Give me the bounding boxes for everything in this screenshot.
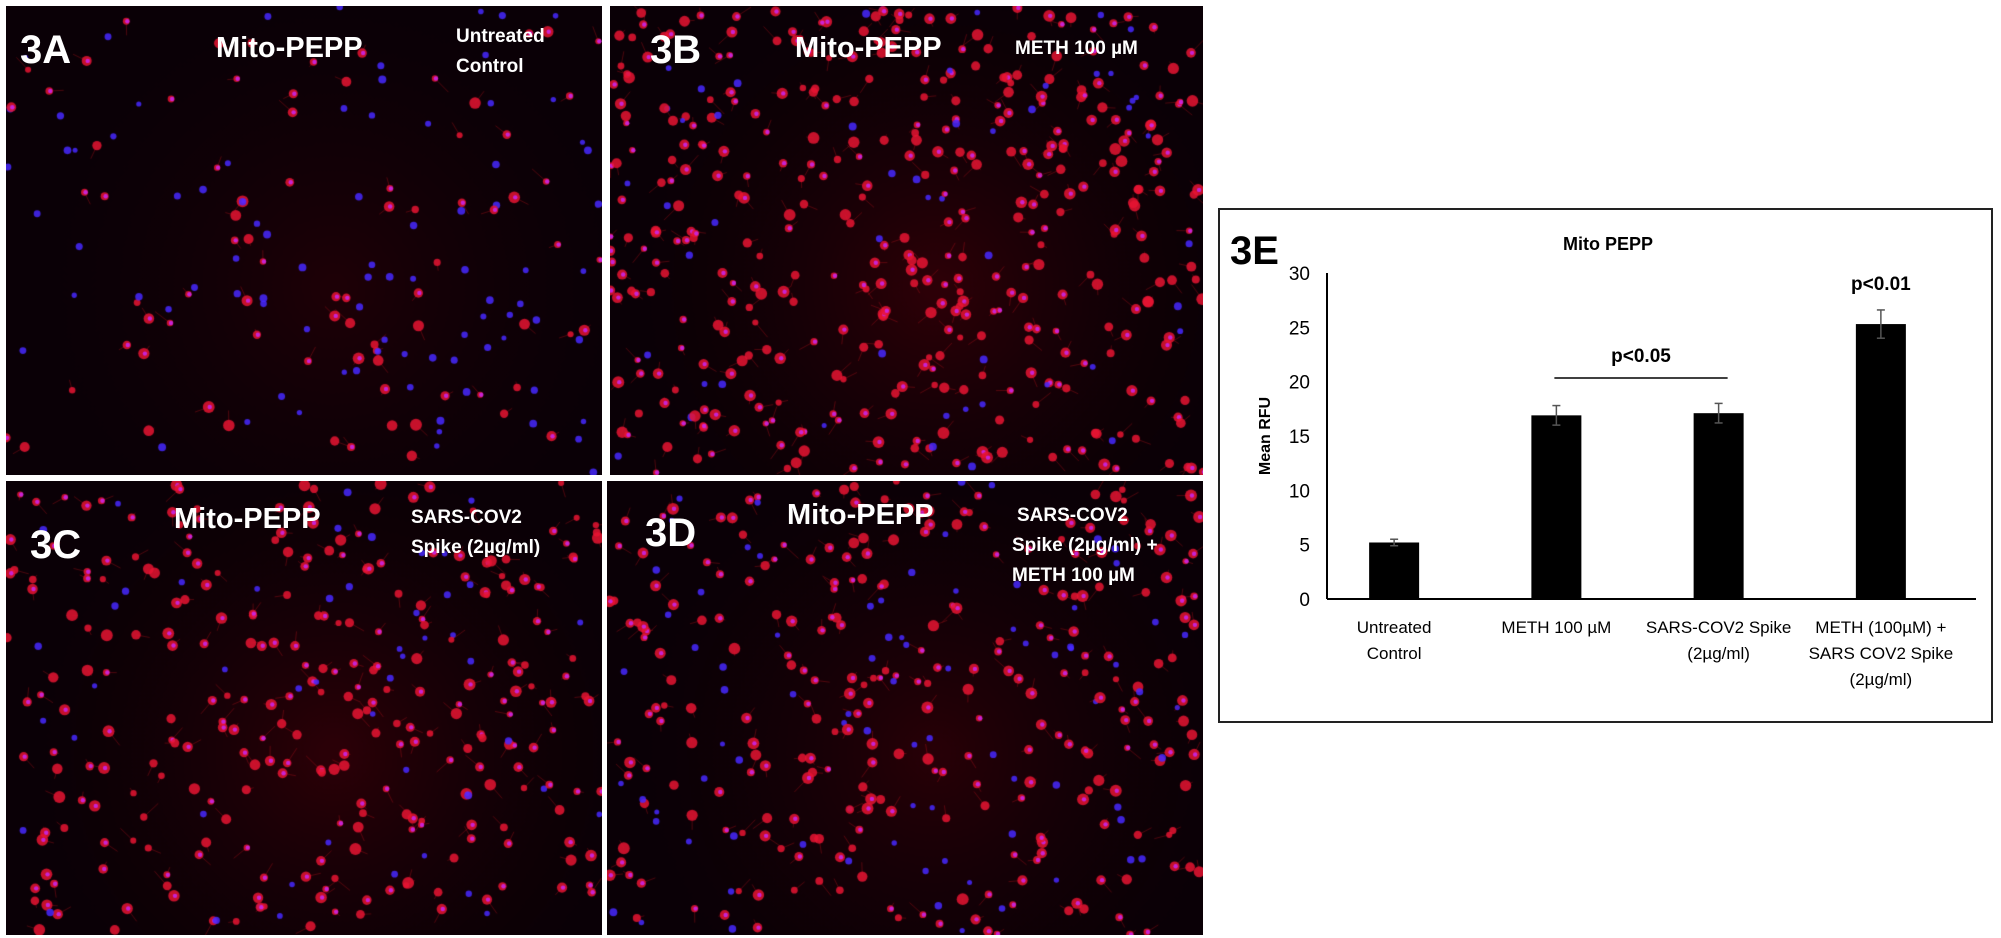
chart-title: Mito PEPP xyxy=(1563,234,1653,254)
x-tick-label: Untreated xyxy=(1357,618,1432,637)
condition-line: SARS-COV2 xyxy=(1017,505,1128,526)
y-tick-label: 20 xyxy=(1289,373,1310,394)
significance-label: p<0.05 xyxy=(1611,346,1671,367)
condition-line: METH 100 µM xyxy=(1015,38,1138,59)
micrograph-3b: 3B Mito-PEPP METH 100 µM xyxy=(610,6,1203,475)
x-tick-label: METH (100µM) + xyxy=(1815,618,1946,637)
condition-label: METH 100 µM xyxy=(1015,34,1138,64)
micrograph-image xyxy=(6,6,602,475)
micrograph-image xyxy=(610,6,1203,475)
condition-label: Untreated Control xyxy=(456,22,545,82)
bar-chart: 3E Mito PEPP Mean RFU 0 5 10 15 20 25 30 Untrea… xyxy=(1230,229,1976,689)
micrograph-image xyxy=(607,481,1203,935)
stain-label: Mito-PEPP xyxy=(174,503,321,535)
bar xyxy=(1369,542,1420,599)
x-tick-label: METH 100 µM xyxy=(1501,618,1611,637)
y-tick-label: 5 xyxy=(1299,536,1310,557)
stain-label: Mito-PEPP xyxy=(795,32,942,64)
x-tick-label: SARS-COV2 Spike xyxy=(1646,618,1792,637)
condition-line: Spike (2µg/ml) xyxy=(411,537,541,558)
x-tick-label: Control xyxy=(1367,644,1422,663)
x-tick-label: (2µg/ml) xyxy=(1687,644,1750,663)
condition-line: Untreated xyxy=(456,26,545,47)
y-tick-label: 15 xyxy=(1289,427,1310,448)
panel-label: 3B xyxy=(650,28,702,72)
stain-label: Mito-PEPP xyxy=(787,499,934,531)
condition-line: METH 100 µM xyxy=(1012,565,1135,586)
micrograph-3a: 3A Mito-PEPP Untreated Control xyxy=(6,6,602,475)
significance-label: p<0.01 xyxy=(1851,274,1911,295)
x-tick-label: (2µg/ml) xyxy=(1850,670,1913,689)
condition-line: Spike (2µg/ml) + xyxy=(1012,535,1158,556)
y-tick-label: 0 xyxy=(1299,590,1310,611)
micrograph-3d: 3D Mito-PEPP SARS-COV2 Spike (2µg/ml) + … xyxy=(607,481,1203,935)
bar xyxy=(1531,415,1582,599)
stain-label: Mito-PEPP xyxy=(216,32,363,64)
condition-label: SARS-COV2 Spike (2µg/ml) + METH 100 µM xyxy=(1012,501,1158,591)
condition-line: SARS-COV2 xyxy=(411,507,522,528)
bar xyxy=(1693,413,1744,599)
panel-label: 3D xyxy=(645,511,697,555)
micrograph-image xyxy=(6,481,602,935)
condition-line: Control xyxy=(456,56,524,77)
bar xyxy=(1855,324,1906,599)
y-tick-label: 25 xyxy=(1289,318,1310,339)
y-tick-label: 10 xyxy=(1289,481,1310,502)
panel-label: 3A xyxy=(20,28,72,72)
panel-label: 3C xyxy=(30,523,82,567)
bar-chart-panel: 3E Mito PEPP Mean RFU 0 5 10 15 20 25 30 Untrea… xyxy=(1218,208,1993,723)
condition-label: SARS-COV2 Spike (2µg/ml) xyxy=(411,503,540,563)
y-axis-label: Mean RFU xyxy=(1257,397,1274,475)
panel-label: 3E xyxy=(1230,229,1279,273)
micrograph-3c: 3C Mito-PEPP SARS-COV2 Spike (2µg/ml) xyxy=(6,481,602,935)
x-tick-label: SARS COV2 Spike xyxy=(1809,644,1954,663)
y-tick-label: 30 xyxy=(1289,264,1310,285)
